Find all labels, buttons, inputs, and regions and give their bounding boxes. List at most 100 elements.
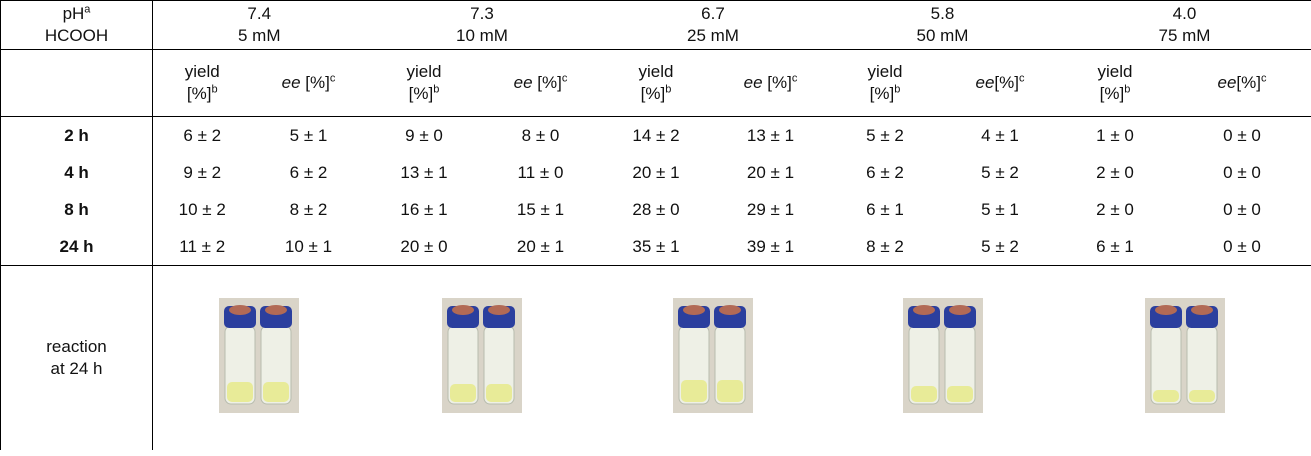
hcooh-label: HCOOH bbox=[44, 26, 109, 45]
data-row: 24 h 11 ± 2 10 ± 1 20 ± 0 20 ± 1 35 ± 1 39 ± 1… bbox=[0, 228, 1311, 266]
data-row: 4 h 9 ± 2 6 ± 2 13 ± 1 11 ± 0 20 ± 1 20 ± 1 6 ±… bbox=[0, 154, 1311, 191]
yield-unit: [%] bbox=[1099, 84, 1125, 103]
yield-word: yield bbox=[406, 62, 442, 81]
footnote-mark: c bbox=[329, 72, 336, 85]
ee-word: ee bbox=[743, 73, 763, 92]
reaction-line: at 24 h bbox=[50, 359, 103, 378]
empty-cell bbox=[0, 49, 153, 117]
value-cell: 5 ± 2 bbox=[866, 125, 904, 145]
footnote-mark: c bbox=[561, 72, 568, 85]
value-cell: 0 ± 0 bbox=[1223, 125, 1261, 145]
yield-word: yield bbox=[184, 62, 220, 81]
ph-value: 4.0 bbox=[1172, 4, 1197, 23]
footnote-mark: b bbox=[433, 83, 440, 96]
value-cell: 20 ± 1 bbox=[632, 162, 680, 182]
value-cell: 9 ± 0 bbox=[405, 125, 443, 145]
ee-word: ee bbox=[1217, 73, 1237, 92]
footnote-mark: c bbox=[791, 72, 798, 85]
value-cell: 6 ± 2 bbox=[183, 125, 222, 145]
footnote-mark: c bbox=[1018, 72, 1025, 85]
yield-unit: [%] bbox=[408, 84, 434, 103]
condition-cell: 7.4 5 mM bbox=[152, 0, 366, 50]
hcooh-conc: 50 mM bbox=[916, 26, 969, 45]
vial-photo bbox=[442, 297, 522, 413]
value-cell: 20 ± 1 bbox=[746, 162, 795, 182]
ph-value: 6.7 bbox=[701, 4, 725, 23]
yield-word: yield bbox=[1097, 62, 1133, 81]
value-cell: 1 ± 0 bbox=[1096, 125, 1134, 145]
header-row: pHa HCOOH 7.4 5 mM 7.3 10 mM 6.7 25 mM 5.8 50 mM 4… bbox=[0, 0, 1311, 50]
ee-unit: [%] bbox=[1236, 73, 1261, 92]
ee-unit: [%] bbox=[994, 73, 1019, 92]
reaction-label: reaction at 24 h bbox=[0, 265, 153, 450]
value-cell: 13 ± 1 bbox=[746, 125, 795, 145]
yield-header: yield [%]b bbox=[827, 49, 943, 117]
yield-unit: [%] bbox=[186, 84, 212, 103]
footnote-mark: c bbox=[1260, 72, 1267, 85]
yield-unit: [%] bbox=[869, 84, 895, 103]
time-label: 4 h bbox=[0, 154, 153, 191]
vial-photo-cell bbox=[599, 266, 828, 451]
vial-photo-cell bbox=[828, 266, 1058, 451]
time-label: 8 h bbox=[0, 191, 153, 228]
yield-header: yield [%]b bbox=[365, 49, 483, 117]
ee-unit: [%] bbox=[532, 73, 562, 92]
value-cell: 6 ± 1 bbox=[866, 199, 904, 219]
header-label-cell: pHa HCOOH bbox=[0, 0, 153, 50]
yield-header: yield [%]b bbox=[152, 49, 252, 117]
yield-header: yield [%]b bbox=[1057, 49, 1173, 117]
value-cell: 8 ± 2 bbox=[289, 199, 328, 219]
vial-photo bbox=[219, 297, 300, 413]
value-cell: 11 ± 2 bbox=[152, 228, 252, 266]
value-cell: 8 ± 2 bbox=[827, 228, 943, 266]
value-cell: 0 ± 0 bbox=[1223, 199, 1261, 219]
picture-row: reaction at 24 h bbox=[0, 265, 1311, 451]
value-cell: 2 ± 0 bbox=[1096, 162, 1134, 182]
value-cell: 20 ± 0 bbox=[365, 228, 483, 266]
value-cell: 5 ± 2 bbox=[981, 162, 1019, 182]
value-cell: 28 ± 0 bbox=[632, 199, 680, 219]
value-cell: 0 ± 0 bbox=[1172, 228, 1311, 266]
subheader-row: yield [%]b ee [%]c yield [%]b ee [%]c yield [%]… bbox=[0, 49, 1311, 117]
ee-word: ee bbox=[975, 73, 995, 92]
footnote-mark: b bbox=[211, 83, 218, 96]
value-cell: 11 ± 0 bbox=[517, 162, 564, 182]
value-cell: 0 ± 0 bbox=[1223, 162, 1261, 182]
hcooh-conc: 75 mM bbox=[1158, 26, 1211, 45]
time-label: 2 h bbox=[0, 116, 153, 154]
ee-unit: [%] bbox=[762, 73, 792, 92]
footnote-mark: b bbox=[1124, 83, 1131, 96]
hcooh-conc: 5 mM bbox=[238, 26, 281, 45]
vial-photo bbox=[902, 297, 983, 413]
ph-value: 5.8 bbox=[930, 4, 955, 23]
value-cell: 20 ± 1 bbox=[482, 228, 599, 266]
ee-header: ee [%]c bbox=[482, 49, 599, 117]
reaction-line: reaction bbox=[46, 337, 107, 356]
ee-header: ee[%]c bbox=[1172, 49, 1311, 117]
ee-word: ee bbox=[281, 73, 301, 92]
value-cell: 4 ± 1 bbox=[981, 125, 1019, 145]
yield-word: yield bbox=[638, 62, 674, 81]
value-cell: 6 ± 2 bbox=[289, 162, 328, 182]
data-row: 8 h 10 ± 2 8 ± 2 16 ± 1 15 ± 1 28 ± 0 29 ± 1 6 … bbox=[0, 191, 1311, 228]
value-cell: 29 ± 1 bbox=[746, 199, 795, 219]
value-cell: 8 ± 0 bbox=[521, 125, 560, 145]
value-cell: 5 ± 1 bbox=[289, 125, 328, 145]
hcooh-conc: 25 mM bbox=[687, 26, 739, 45]
ph-value: 7.4 bbox=[247, 4, 272, 23]
value-cell: 16 ± 1 bbox=[400, 199, 448, 219]
condition-cell: 4.0 75 mM bbox=[1057, 0, 1311, 50]
value-cell: 9 ± 2 bbox=[183, 162, 222, 182]
ee-word: ee bbox=[513, 73, 533, 92]
vial-photo-cell bbox=[1058, 266, 1311, 451]
yield-unit: [%] bbox=[640, 84, 666, 103]
ee-header: ee[%]c bbox=[942, 49, 1058, 117]
yield-header: yield [%]b bbox=[598, 49, 714, 117]
value-cell: 39 ± 1 bbox=[713, 228, 828, 266]
vial-photo bbox=[1144, 297, 1225, 413]
condition-cell: 6.7 25 mM bbox=[598, 0, 828, 50]
footnote-mark: a bbox=[84, 3, 91, 16]
vial-photo bbox=[673, 297, 753, 413]
